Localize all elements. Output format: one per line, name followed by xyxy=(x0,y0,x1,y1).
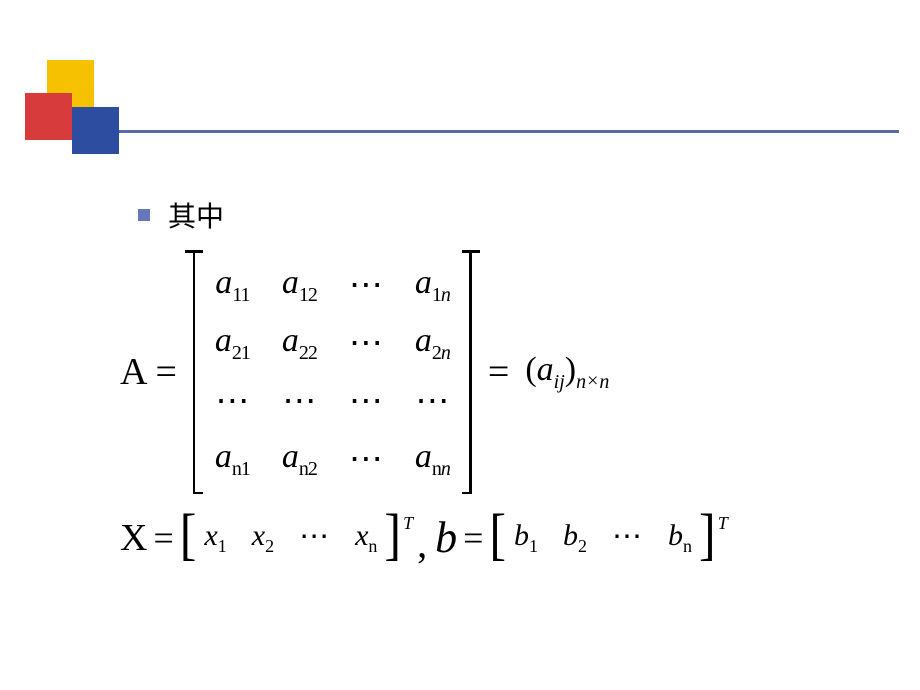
equals-sign-4: = xyxy=(457,517,489,559)
cell-21: a21 xyxy=(215,322,250,365)
bullet-text: 其中 xyxy=(168,195,224,235)
accent-box-blue xyxy=(72,107,119,154)
bracket-left-icon: [ xyxy=(489,509,506,561)
x2: x2 xyxy=(252,519,273,557)
rhs-aij: (aij)n×n xyxy=(525,351,609,394)
slide-decoration xyxy=(25,60,205,170)
cell-1n: a1n xyxy=(415,264,450,307)
math-content: A = a11 a12 ⋯ a1n a21 a22 ⋯ a2n ⋯ ⋯ ⋯ ⋯ … xyxy=(120,250,870,563)
matrix-A: a11 a12 ⋯ a1n a21 a22 ⋯ a2n ⋯ ⋯ ⋯ ⋯ an1 … xyxy=(185,250,480,494)
cell-2n: a2n xyxy=(415,322,450,365)
b2: b2 xyxy=(563,519,586,557)
cell-11: a11 xyxy=(215,264,250,307)
x1: x1 xyxy=(204,519,225,557)
vector-X: [ x1 x2 ⋯ xn ] xyxy=(180,515,401,560)
equals-sign: = xyxy=(147,350,184,394)
cell-n3-dots: ⋯ xyxy=(349,439,383,479)
cell-33-dots: ⋯ xyxy=(349,381,383,421)
cell-n1: an1 xyxy=(215,438,250,481)
bullet-icon xyxy=(138,209,150,221)
equation-matrix-A: A = a11 a12 ⋯ a1n a21 a22 ⋯ a2n ⋯ ⋯ ⋯ ⋯ … xyxy=(120,250,870,494)
cell-34-dots: ⋯ xyxy=(415,381,450,421)
b-dots: ⋯ xyxy=(612,519,642,557)
equation-vectors-Xb: X = [ x1 x2 ⋯ xn ] T , b = [ b1 b2 ⋯ bn … xyxy=(120,512,870,563)
cell-22: a22 xyxy=(282,322,317,365)
b1: b1 xyxy=(514,519,537,557)
cell-12: a12 xyxy=(282,264,317,307)
equals-sign-3: = xyxy=(147,517,179,559)
equals-sign-2: = xyxy=(480,350,517,394)
var-X: X xyxy=(120,516,147,560)
bracket-left-icon xyxy=(185,250,201,494)
comma: , xyxy=(413,520,435,567)
bracket-right-icon: ] xyxy=(384,509,401,561)
bracket-right-icon xyxy=(464,250,480,494)
cell-nn: ann xyxy=(415,438,450,481)
transpose-T: T xyxy=(403,513,413,534)
transpose-T-2: T xyxy=(718,513,728,534)
cell-13-dots: ⋯ xyxy=(349,265,383,305)
accent-box-red xyxy=(25,93,72,140)
vector-b: [ b1 b2 ⋯ bn ] xyxy=(489,515,715,560)
bracket-left-icon: [ xyxy=(180,509,197,561)
bracket-right-icon: ] xyxy=(699,509,716,561)
xn: xn xyxy=(355,519,376,557)
cell-23-dots: ⋯ xyxy=(349,323,383,363)
bullet-item: 其中 xyxy=(138,195,224,235)
var-A: A xyxy=(120,350,147,394)
matrix-body: a11 a12 ⋯ a1n a21 a22 ⋯ a2n ⋯ ⋯ ⋯ ⋯ an1 … xyxy=(201,250,464,494)
var-b: b xyxy=(435,512,457,563)
cell-n2: an2 xyxy=(282,438,317,481)
horizontal-rule xyxy=(119,130,899,133)
x-dots: ⋯ xyxy=(299,519,329,557)
cell-32-dots: ⋯ xyxy=(282,381,317,421)
bn: bn xyxy=(668,519,691,557)
cell-31-dots: ⋯ xyxy=(215,381,250,421)
